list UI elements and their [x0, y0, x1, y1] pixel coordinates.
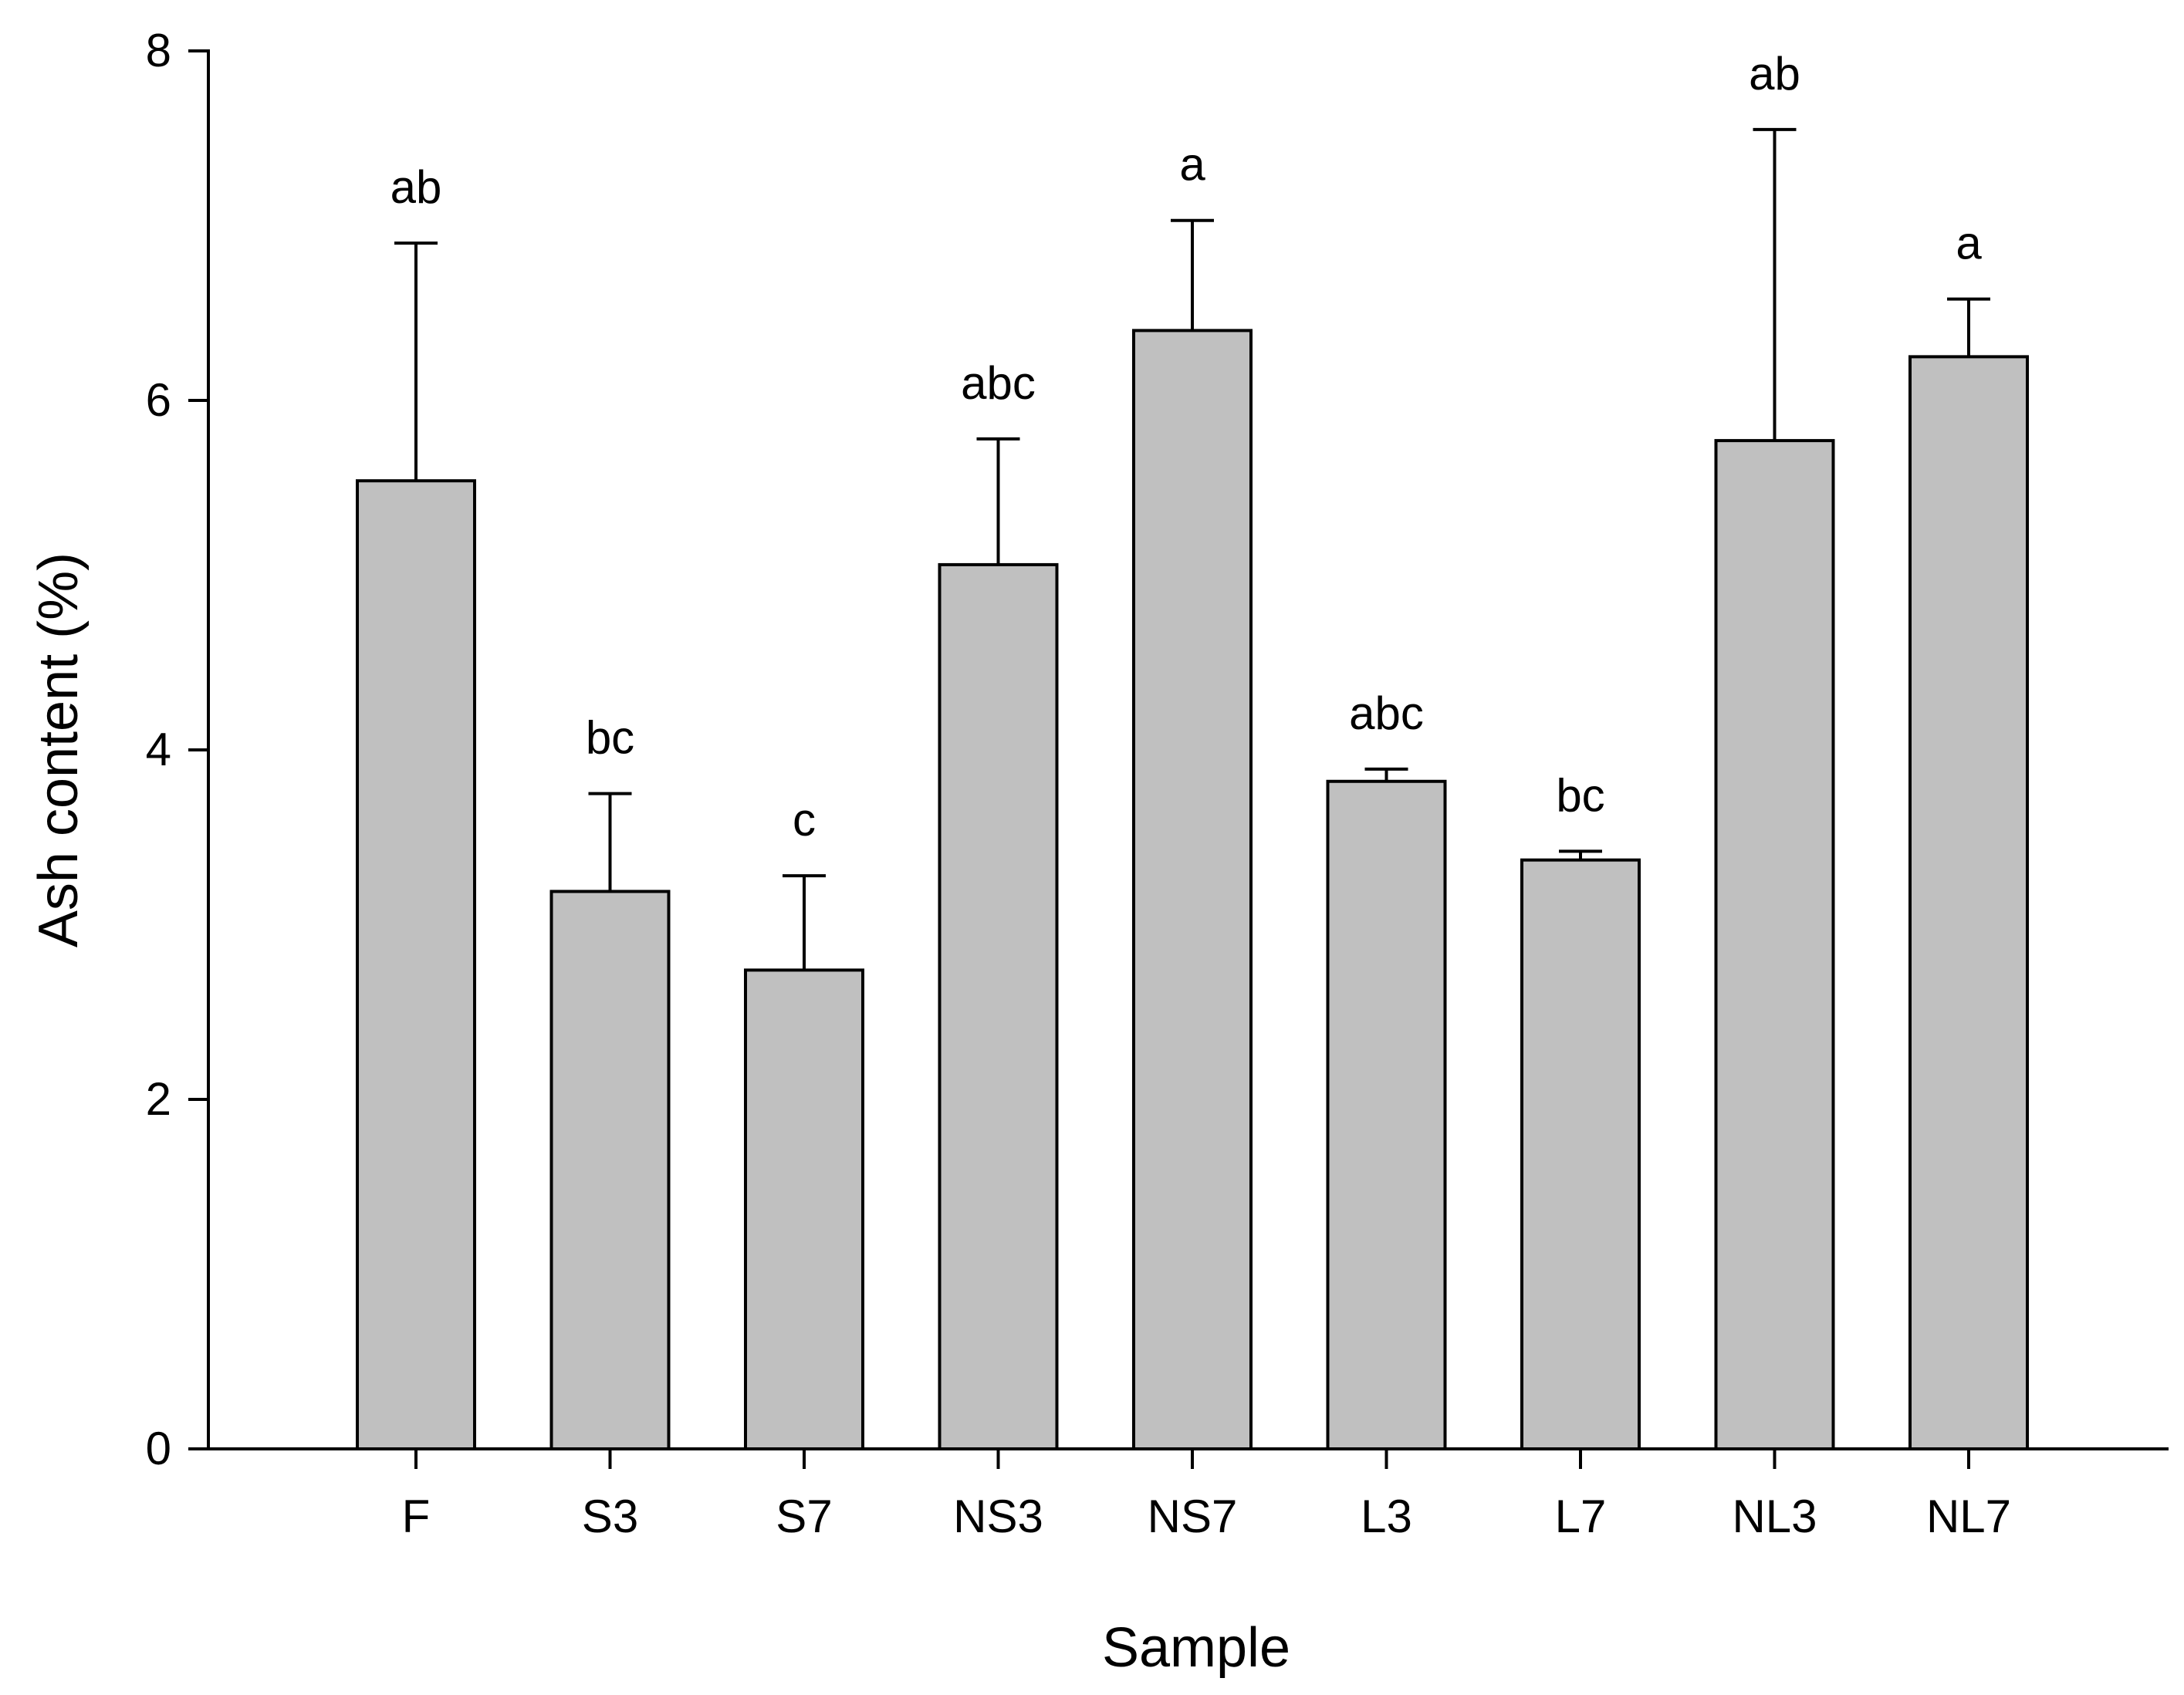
x-tick-label: F	[402, 1491, 431, 1542]
significance-letter: ab	[1749, 48, 1800, 100]
significance-letter: a	[1956, 218, 1982, 269]
bar-l7	[1520, 858, 1641, 1450]
significance-letter: bc	[1556, 769, 1604, 821]
x-tick-label: NL3	[1732, 1491, 1817, 1542]
significance-letter: a	[1179, 139, 1205, 191]
bar-l3	[1326, 779, 1447, 1450]
y-tick-label: 4	[146, 724, 171, 775]
y-tick-label: 8	[146, 25, 171, 76]
bar-nl3	[1714, 439, 1835, 1450]
y-tick-label: 6	[146, 374, 171, 426]
x-ticks-layer: F S3 S7 NS3 NS7 L3 L7 NL3 NL7	[402, 1449, 2011, 1542]
x-tick-label: S7	[776, 1491, 832, 1542]
significance-letter: ab	[390, 161, 442, 213]
bar-f	[356, 479, 476, 1451]
y-axis-title: Ash content (%)	[28, 552, 90, 947]
x-tick-label: NS3	[953, 1491, 1043, 1542]
significance-letter: abc	[961, 357, 1036, 409]
bar-nl7	[1908, 355, 2029, 1450]
significance-letter: bc	[586, 712, 634, 764]
x-tick-label: NS7	[1148, 1491, 1238, 1542]
x-tick-label: S3	[582, 1491, 638, 1542]
x-axis-title: Sample	[1102, 1617, 1290, 1679]
error-bars-layer	[394, 127, 1990, 971]
y-ticks-layer: 0 2 4 6 8	[146, 25, 208, 1474]
x-tick-label: NL7	[1926, 1491, 2011, 1542]
bar-s3	[549, 890, 671, 1450]
significance-letter: c	[793, 794, 816, 846]
x-tick-label: L7	[1555, 1491, 1607, 1542]
significance-letter: abc	[1349, 687, 1424, 739]
y-tick-label: 0	[146, 1423, 171, 1474]
x-tick-label: L3	[1361, 1491, 1412, 1542]
bars-layer	[356, 329, 2029, 1451]
significance-letters-layer: ab bc c abc a abc bc ab a	[390, 48, 1983, 846]
bar-ns7	[1132, 329, 1253, 1450]
bar-s7	[744, 968, 864, 1450]
bar-ns3	[938, 562, 1059, 1450]
y-tick-label: 2	[146, 1073, 171, 1125]
